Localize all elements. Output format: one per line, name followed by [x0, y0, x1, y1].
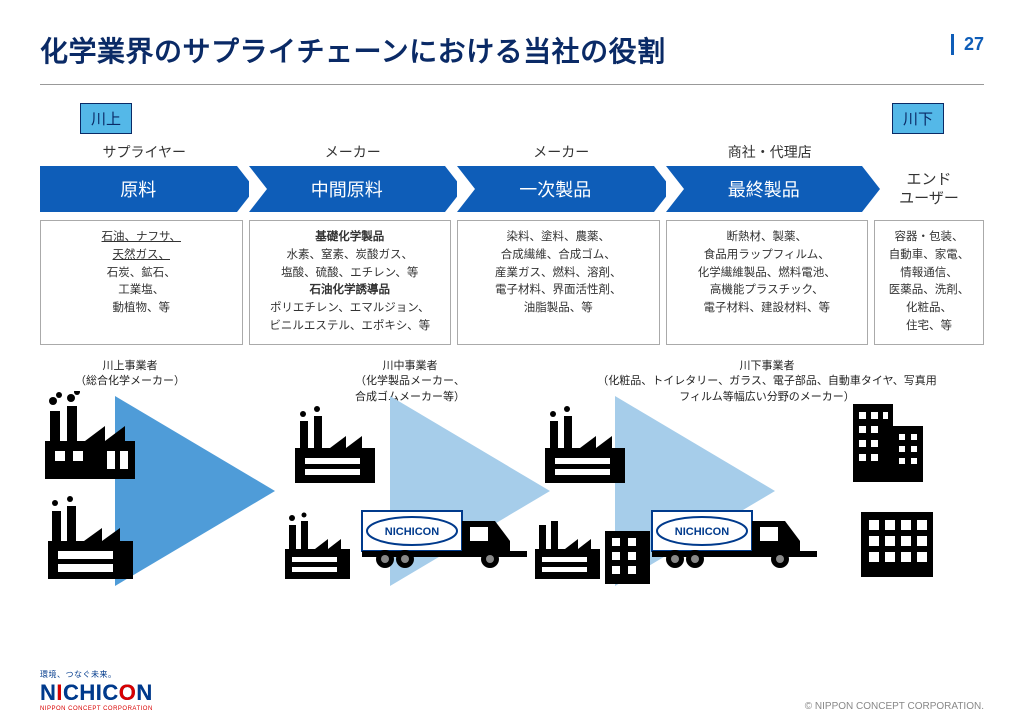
- svg-text:NICHICON: NICHICON: [385, 526, 439, 538]
- copyright: © NIPPON CONCEPT CORPORATION.: [805, 701, 984, 712]
- detail-box: 容器・包装、自動車、家電、情報通信、医薬品、洗剤、化粧品、住宅、等: [874, 220, 984, 345]
- building-icon: [600, 526, 655, 586]
- detail-box: 石油、ナフサ、天然ガス、石炭、鉱石、工業塩、動植物、等: [40, 220, 243, 345]
- svg-text:NICHICON: NICHICON: [675, 526, 729, 538]
- role-label: メーカー: [249, 142, 458, 166]
- stage: 一次製品: [457, 166, 654, 212]
- stage: 原料: [40, 166, 237, 212]
- role-label: サプライヤー: [40, 142, 249, 166]
- stage-chevrons: 原料 中間原料 一次製品 最終製品 エンド ユーザー: [40, 166, 984, 212]
- role-label: メーカー: [457, 142, 666, 166]
- building-icon: [845, 396, 930, 486]
- stage: 最終製品: [666, 166, 863, 212]
- end-user-label: エンド ユーザー: [874, 170, 984, 209]
- logo: 環境、つなぐ未来。 NICHICON NICHICON NIPPON CONCE…: [40, 669, 153, 712]
- role-label: 商社・代理店: [666, 142, 875, 166]
- detail-box: 断熱材、製薬、食品用ラップフィルム、化学繊維製品、燃料電池、高機能プラスチック、…: [666, 220, 869, 345]
- building-icon: [855, 506, 940, 581]
- factory-icon: [35, 391, 145, 481]
- factory-icon: [280, 511, 355, 581]
- page-title: 化学業界のサプライチェーンにおける当社の役割: [40, 30, 666, 70]
- truck-icon: NICHICON: [650, 501, 820, 571]
- role-row: サプライヤー メーカー メーカー 商社・代理店: [40, 142, 984, 166]
- lower-diagram: 川上事業者 （総合化学メーカー） 川中事業者 （化学製品メーカー、 合成ゴムメー…: [40, 359, 984, 599]
- factory-icon: [290, 406, 380, 486]
- tag-downstream: 川下: [892, 103, 944, 134]
- factory-icon: [40, 496, 140, 581]
- truck-icon: NICHICON: [360, 501, 530, 571]
- factory-icon: [540, 406, 630, 486]
- page-number: 27: [951, 34, 984, 55]
- stage: 中間原料: [249, 166, 446, 212]
- tag-upstream: 川上: [80, 103, 132, 134]
- detail-box: 基礎化学製品水素、窒素、炭酸ガス、塩酸、硫酸、エチレン、等石油化学誘導品ポリエチ…: [249, 220, 452, 345]
- factory-icon: [530, 511, 605, 581]
- detail-box: 染料、塗料、農薬、合成繊維、合成ゴム、産業ガス、燃料、溶剤、電子材料、界面活性剤…: [457, 220, 660, 345]
- detail-boxes: 石油、ナフサ、天然ガス、石炭、鉱石、工業塩、動植物、等 基礎化学製品水素、窒素、…: [40, 220, 984, 345]
